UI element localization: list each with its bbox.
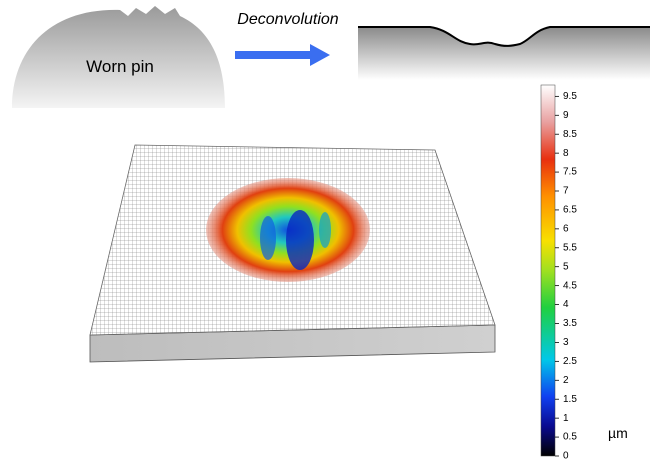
colorbar-tick-label: 2.5 (563, 356, 577, 367)
colorbar-tick-label: 1 (563, 413, 569, 424)
wear-scar-deep (319, 212, 331, 248)
colorbar-tick-label: 0.5 (563, 432, 577, 443)
colorbar-tick-label: 3.5 (563, 318, 577, 329)
colorbar-tick-label: 5.5 (563, 242, 577, 253)
colorbar-unit: µm (608, 425, 628, 441)
colorbar-tick-label: 0 (563, 451, 569, 462)
profile-shape (358, 27, 650, 80)
colorbar-tick-label: 7.5 (563, 167, 577, 178)
colorbar-tick-label: 9 (563, 110, 569, 121)
arrow-label: Deconvolution (237, 11, 339, 28)
pin-shape (12, 6, 225, 108)
colorbar-tick-label: 8 (563, 148, 569, 159)
colorbar-tick-label: 6 (563, 223, 569, 234)
colorbar-tick-label: 5 (563, 261, 569, 272)
colorbar-tick-label: 7 (563, 186, 569, 197)
wear-scar-deep (286, 210, 314, 270)
colorbar-tick-label: 1.5 (563, 394, 577, 405)
colorbar-tick-label: 6.5 (563, 205, 577, 216)
colorbar-tick-label: 4 (563, 299, 569, 310)
profile-line (358, 26, 650, 47)
wear-scar-deep (260, 216, 276, 260)
colorbar-tick-label: 2 (563, 375, 569, 386)
pin-label: Worn pin (86, 57, 154, 76)
colorbar-tick-label: 3 (563, 337, 569, 348)
colorbar-tick-label: 4.5 (563, 280, 577, 291)
colorbar-tick-label: 8.5 (563, 129, 577, 140)
colorbar-ticks: 0 0.5 1 1.5 2 2.5 3 3.5 4 4.5 5 5.5 6 6.5 7 7.5 8 8.5 9 9.5 (555, 91, 577, 462)
colorbar (540, 84, 556, 457)
arrow (235, 44, 330, 66)
colorbar-tick-label: 9.5 (563, 91, 577, 102)
